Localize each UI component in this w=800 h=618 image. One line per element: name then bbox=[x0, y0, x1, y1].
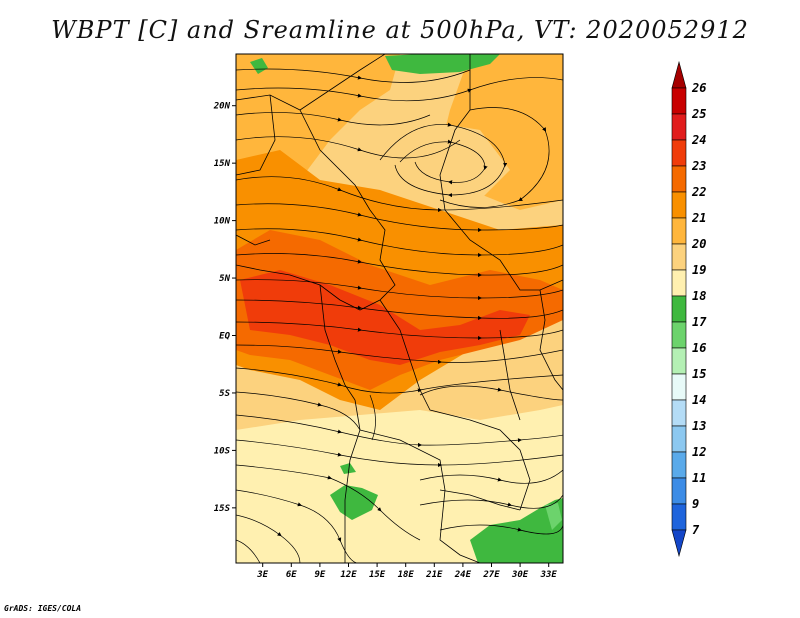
colorbar-level-label: 7 bbox=[692, 523, 700, 537]
lon-tick-label: 24E bbox=[454, 570, 472, 580]
streamlines bbox=[236, 68, 563, 563]
colorbar: 26 25 24 23 22 21 20 19 18 17 16 15 14 13 12 11 9 7 bbox=[671, 60, 707, 558]
colorbar-level-label: 15 bbox=[692, 367, 706, 381]
lat-tick-label: 5S bbox=[219, 389, 230, 399]
lon-tick-label: 33E bbox=[540, 570, 558, 580]
colorbar-level-label: 20 bbox=[691, 237, 706, 251]
latitude-axis: 20N 15N 10N 5N EQ 5S 10S 15S bbox=[213, 102, 236, 514]
lat-tick-label: EQ bbox=[219, 332, 230, 342]
colorbar-swatch bbox=[671, 425, 687, 453]
colorbar-level-label: 9 bbox=[692, 497, 699, 511]
colorbar-level-label: 21 bbox=[691, 211, 706, 225]
chart-title: WBPT [C] and Sreamline at 500hPa, VT: 20… bbox=[51, 16, 749, 44]
colorbar-level-label: 26 bbox=[691, 81, 706, 95]
map-plot-area bbox=[236, 54, 563, 563]
colorbar-level-label: 19 bbox=[692, 263, 706, 277]
wbpt-18-patch-se bbox=[470, 498, 563, 563]
lat-tick-label: 10N bbox=[214, 217, 231, 227]
lat-tick-label: 15N bbox=[214, 159, 231, 169]
colorbar-swatch bbox=[671, 503, 687, 531]
colorbar-level-label: 24 bbox=[691, 133, 706, 147]
colorbar-level-label: 13 bbox=[692, 419, 706, 433]
wbpt-17-patch-se bbox=[545, 503, 562, 530]
map-frame bbox=[235, 53, 564, 564]
lon-tick-label: 27E bbox=[482, 570, 500, 580]
lon-tick-label: 30E bbox=[511, 570, 529, 580]
wbpt-18-patch-nw bbox=[250, 58, 268, 74]
colorbar-level-label: 12 bbox=[692, 445, 706, 459]
lat-tick-label: 15S bbox=[214, 504, 231, 514]
colorbar-level-label: 23 bbox=[691, 159, 706, 173]
colorbar-level-label: 25 bbox=[691, 107, 706, 121]
colorbar-swatch bbox=[671, 399, 687, 427]
colorbar-swatch bbox=[671, 139, 687, 167]
colorbar-swatch bbox=[671, 321, 687, 349]
colorbar-swatch bbox=[671, 87, 687, 115]
colorbar-swatch bbox=[671, 191, 687, 219]
colorbar-swatch bbox=[671, 477, 687, 505]
colorbar-level-label: 22 bbox=[691, 185, 706, 199]
lat-tick-label: 10S bbox=[214, 446, 231, 456]
colorbar-swatch bbox=[671, 243, 687, 271]
lon-tick-label: 3E bbox=[256, 570, 268, 580]
colorbar-level-label: 17 bbox=[692, 315, 707, 329]
colorbar-level-label: 14 bbox=[692, 393, 706, 407]
colorbar-swatch bbox=[671, 529, 687, 558]
lat-tick-label: 5N bbox=[219, 274, 230, 284]
longitude-axis: 3E 6E 9E 12E 15E 18E 21E 24E 27E 30E 33E bbox=[256, 563, 557, 580]
colorbar-swatch bbox=[671, 373, 687, 401]
colorbar-swatch bbox=[671, 451, 687, 479]
colorbar-swatch bbox=[671, 60, 687, 89]
wbpt-18-patch-north bbox=[385, 54, 500, 74]
lon-tick-label: 6E bbox=[286, 570, 297, 580]
lon-tick-label: 18E bbox=[398, 570, 415, 580]
colorbar-level-label: 18 bbox=[692, 289, 706, 303]
colorbar-swatch bbox=[671, 217, 687, 245]
colorbar-swatch bbox=[671, 113, 687, 141]
colorbar-swatch bbox=[671, 295, 687, 323]
colorbar-swatch bbox=[671, 165, 687, 193]
grads-credit: GrADS: IGES/COLA bbox=[4, 604, 82, 613]
colorbar-level-label: 16 bbox=[692, 341, 706, 355]
lat-tick-label: 20N bbox=[213, 102, 231, 112]
lon-tick-label: 21E bbox=[425, 570, 443, 580]
colorbar-swatch bbox=[671, 269, 687, 297]
colorbar-level-label: 11 bbox=[692, 471, 706, 485]
lon-tick-label: 15E bbox=[369, 570, 386, 580]
lon-tick-label: 9E bbox=[314, 570, 325, 580]
lon-tick-label: 12E bbox=[340, 570, 357, 580]
colorbar-swatch bbox=[671, 347, 687, 375]
